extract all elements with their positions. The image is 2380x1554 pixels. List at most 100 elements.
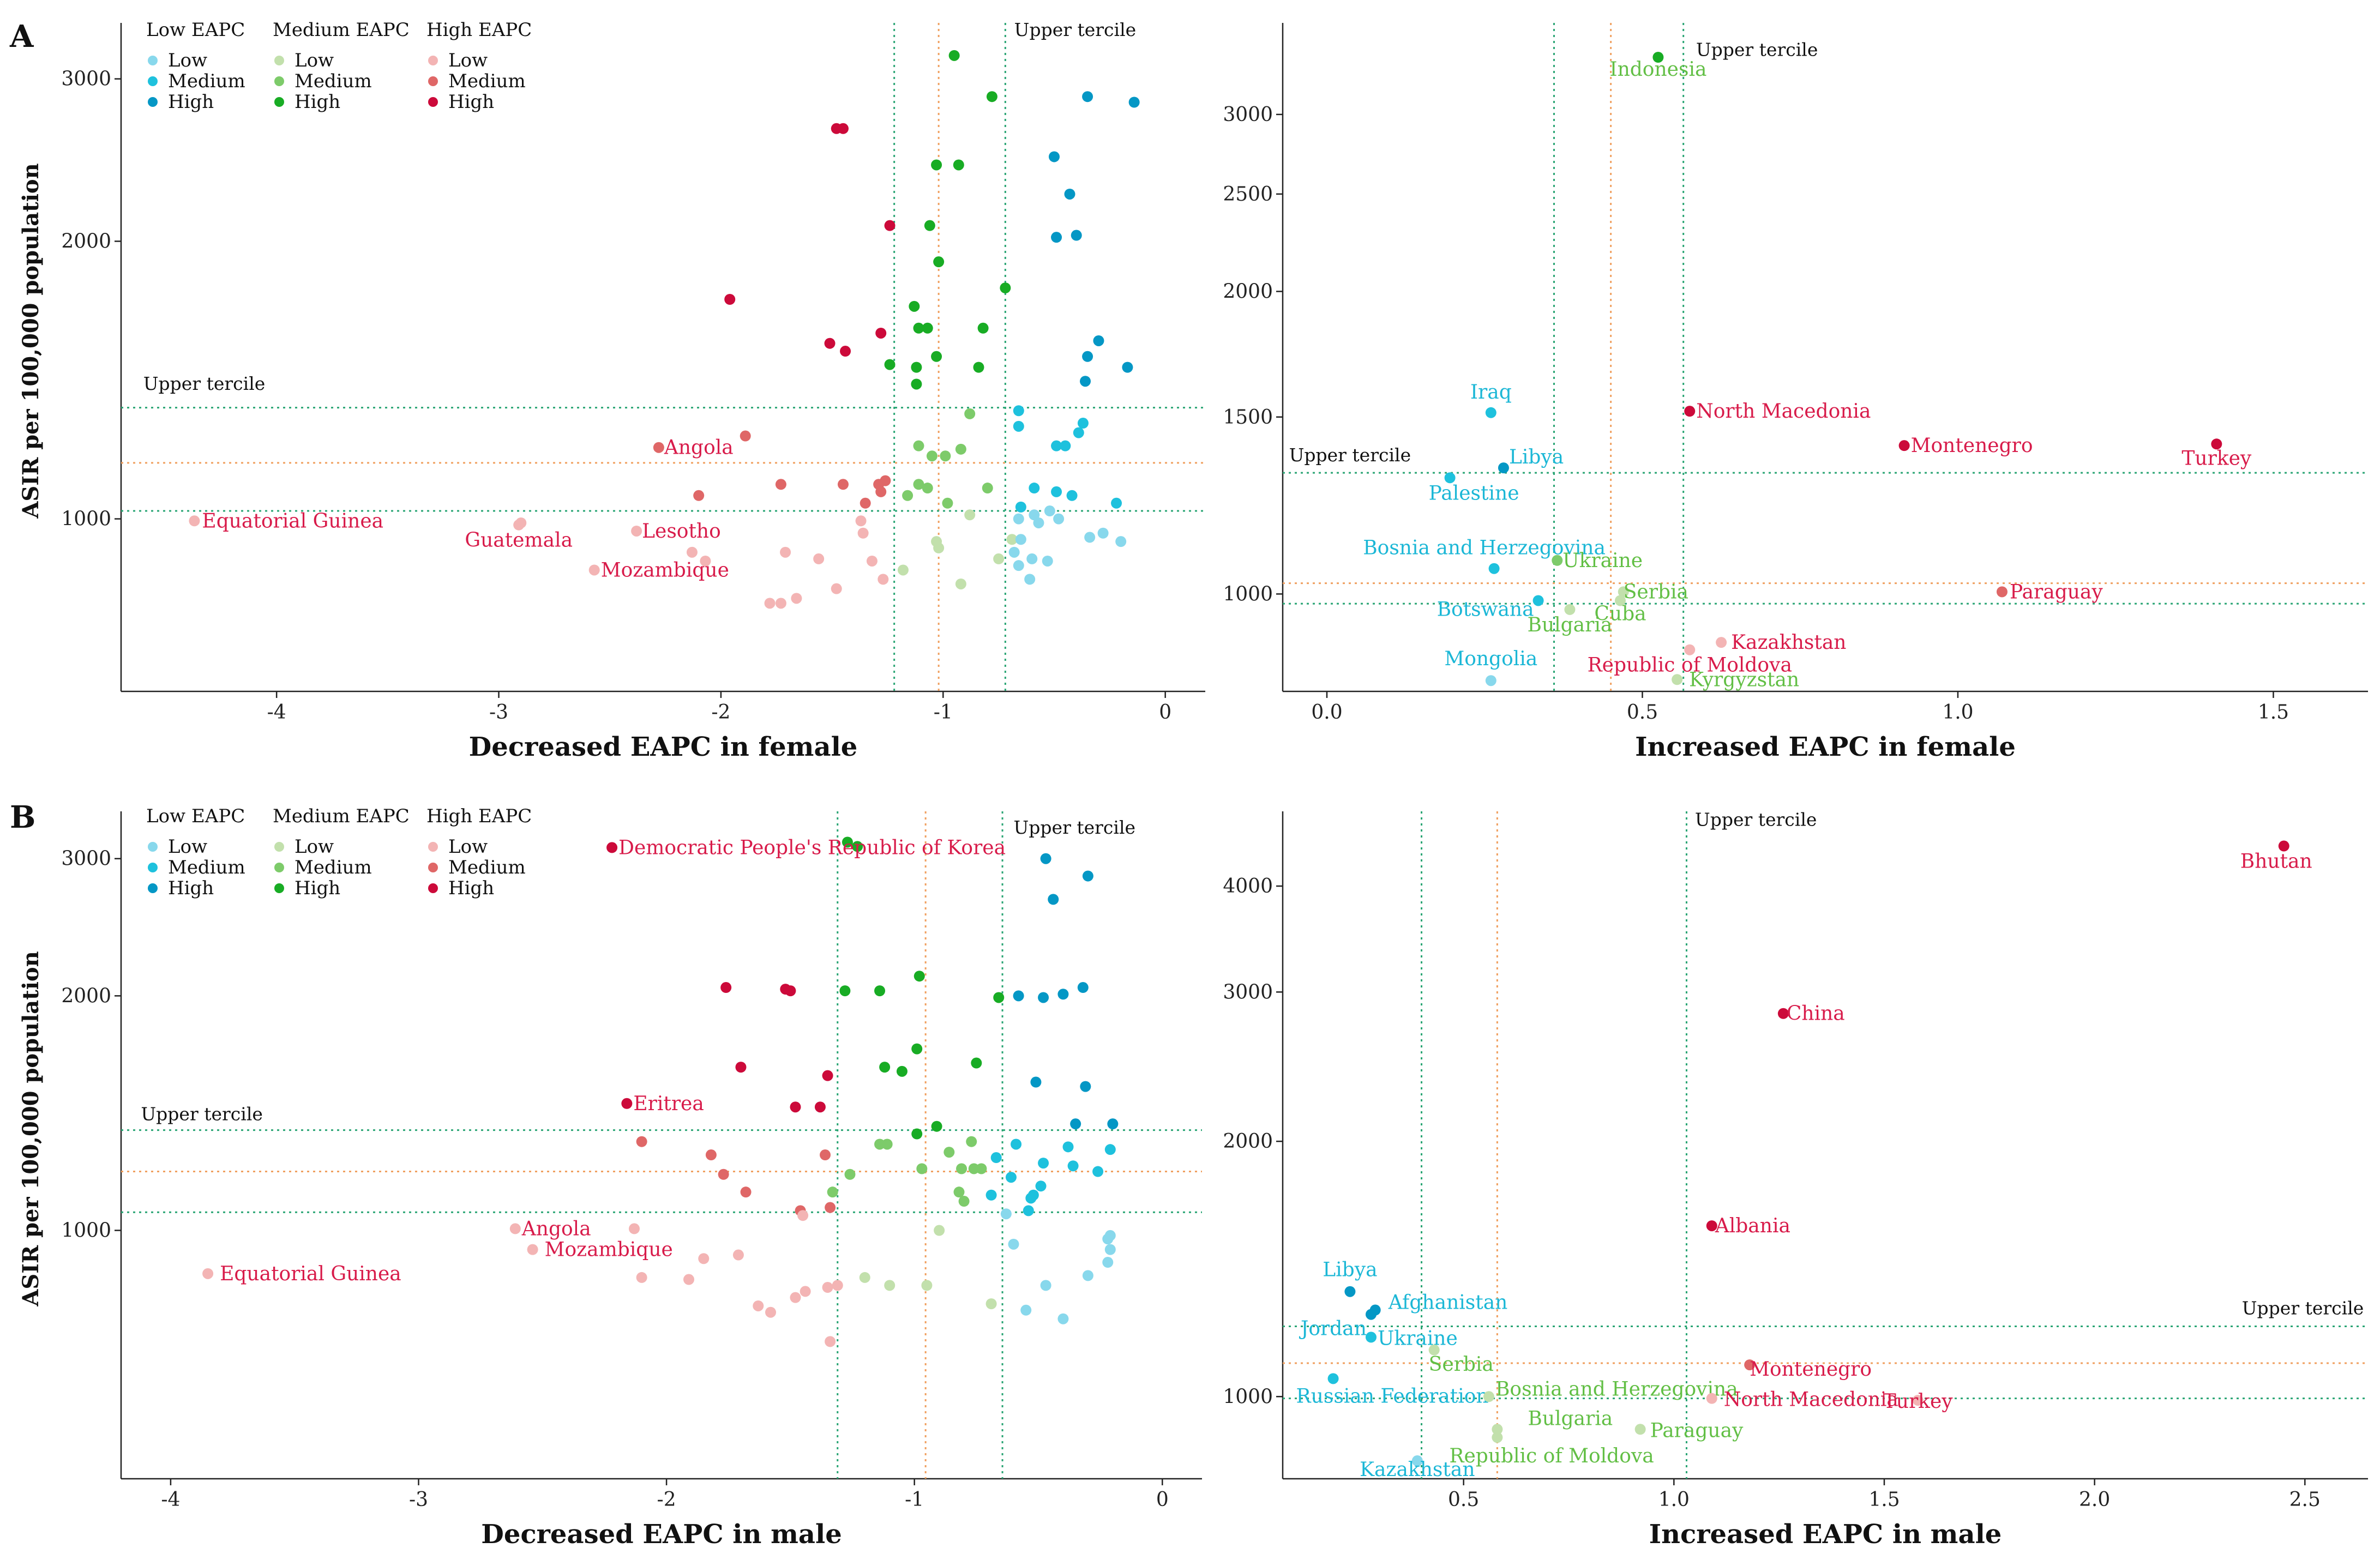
data-point: [933, 256, 945, 268]
data-point: [985, 1298, 997, 1310]
legend-item-label: Low: [168, 836, 207, 858]
data-point: [1057, 1313, 1069, 1324]
data-point-labeled: [1365, 1309, 1377, 1320]
legend-item-label: Medium: [295, 857, 372, 878]
data-point-labeled: [621, 1098, 633, 1109]
y-tick-label: 3000: [61, 68, 111, 91]
data-point: [1084, 532, 1096, 543]
data-point: [1048, 151, 1060, 162]
data-point: [775, 479, 786, 490]
y-axis-title: ASIR per 100,000 population: [18, 163, 44, 519]
plots-layer: -4 -3 -2 -1 0 1000 2000 3000 Decreased EAPC in f…: [18, 19, 2368, 1550]
x-axis-title: Increased EAPC in male: [1649, 1519, 2002, 1550]
data-point: [993, 553, 1005, 564]
data-point: [1051, 232, 1062, 243]
country-label: Equatorial Guinea: [202, 510, 383, 532]
data-point: [1111, 497, 1122, 509]
data-point: [976, 1163, 987, 1174]
country-label: Ukraine: [1378, 1327, 1458, 1350]
country-label: Mongolia: [1444, 648, 1537, 670]
data-point-labeled: [1996, 586, 2008, 598]
x-tick-label: -2: [657, 1489, 676, 1511]
legend-swatch: [148, 883, 158, 893]
data-point: [1092, 1166, 1104, 1177]
data-point: [916, 1163, 928, 1174]
data-point: [874, 1139, 886, 1150]
legend-swatch: [274, 97, 284, 107]
data-point: [732, 1249, 744, 1261]
legend-item-label: Low: [448, 836, 488, 858]
country-label: Republic of Moldova: [1588, 654, 1792, 677]
legend-swatch: [148, 842, 158, 852]
data-point-labeled: [1365, 1332, 1377, 1343]
data-point: [1062, 1141, 1074, 1153]
x-axis-title: Increased EAPC in female: [1635, 732, 2016, 762]
data-point-labeled: [2211, 438, 2222, 450]
data-point: [1066, 490, 1078, 501]
x-tick-label: 2.0: [2079, 1489, 2110, 1511]
data-point: [884, 220, 895, 231]
upper-tercile-label: Upper tercile: [2242, 1298, 2364, 1319]
data-point-labeled: [1634, 1424, 1646, 1435]
country-label: Angola: [664, 437, 734, 459]
data-point: [1080, 376, 1091, 387]
data-point: [1024, 574, 1036, 585]
y-tick-label: 1000: [61, 508, 111, 531]
data-point-labeled: [1564, 604, 1576, 615]
data-point: [922, 322, 933, 334]
legend-item-label: Medium: [448, 70, 526, 92]
data-point: [860, 497, 871, 509]
x-tick-label: 1.0: [1942, 701, 1973, 724]
data-point: [790, 1101, 801, 1113]
data-point: [1073, 427, 1084, 438]
x-tick-label: 0.5: [1627, 701, 1658, 724]
y-tick-label: 1500: [1223, 406, 1273, 429]
data-point: [790, 1292, 801, 1303]
legend-item-label: High: [295, 877, 340, 899]
y-tick-label: 3000: [1223, 104, 1273, 126]
panel-letter-a: A: [9, 19, 34, 55]
data-point-labeled: [1344, 1286, 1356, 1297]
data-point: [1093, 335, 1104, 346]
y-tick-label: 2000: [61, 985, 111, 1007]
data-point: [973, 362, 984, 373]
country-label: Iraq: [1470, 381, 1512, 403]
legend-group-title: High EAPC: [426, 805, 532, 827]
data-point: [1128, 97, 1140, 108]
legend-item-label: High: [448, 91, 494, 113]
data-point-labeled: [1777, 1008, 1789, 1019]
country-label: Kazakhstan: [1360, 1459, 1475, 1481]
data-point: [825, 1202, 836, 1213]
x-tick-label: 1.5: [2258, 701, 2289, 724]
country-label: Paraguay: [2010, 581, 2103, 603]
country-label: Democratic People's Republic of Korea: [618, 836, 1006, 859]
legend-swatch: [274, 56, 284, 65]
data-point-labeled: [1716, 637, 1727, 648]
data-point: [982, 483, 993, 494]
data-point: [990, 1152, 1002, 1164]
y-axis-title: ASIR per 100,000 population: [18, 951, 44, 1306]
data-point-labeled: [1492, 1432, 1503, 1443]
data-point: [636, 1136, 647, 1147]
data-point: [855, 515, 867, 527]
data-point: [874, 985, 886, 997]
data-point: [875, 327, 887, 339]
upper-tercile-label: Upper tercile: [143, 373, 266, 394]
x-tick-label: -3: [409, 1489, 428, 1511]
data-point: [921, 1280, 933, 1291]
data-point: [1035, 1180, 1047, 1192]
data-point: [1064, 188, 1075, 200]
data-point: [1029, 509, 1040, 521]
data-point: [1102, 1233, 1114, 1245]
data-point-labeled: [527, 1244, 538, 1255]
data-point: [933, 542, 945, 553]
data-point: [897, 564, 909, 576]
data-point: [1013, 420, 1024, 432]
data-point-labeled: [1483, 1391, 1494, 1402]
country-label: Botswana: [1437, 598, 1534, 621]
data-point: [1013, 560, 1024, 571]
